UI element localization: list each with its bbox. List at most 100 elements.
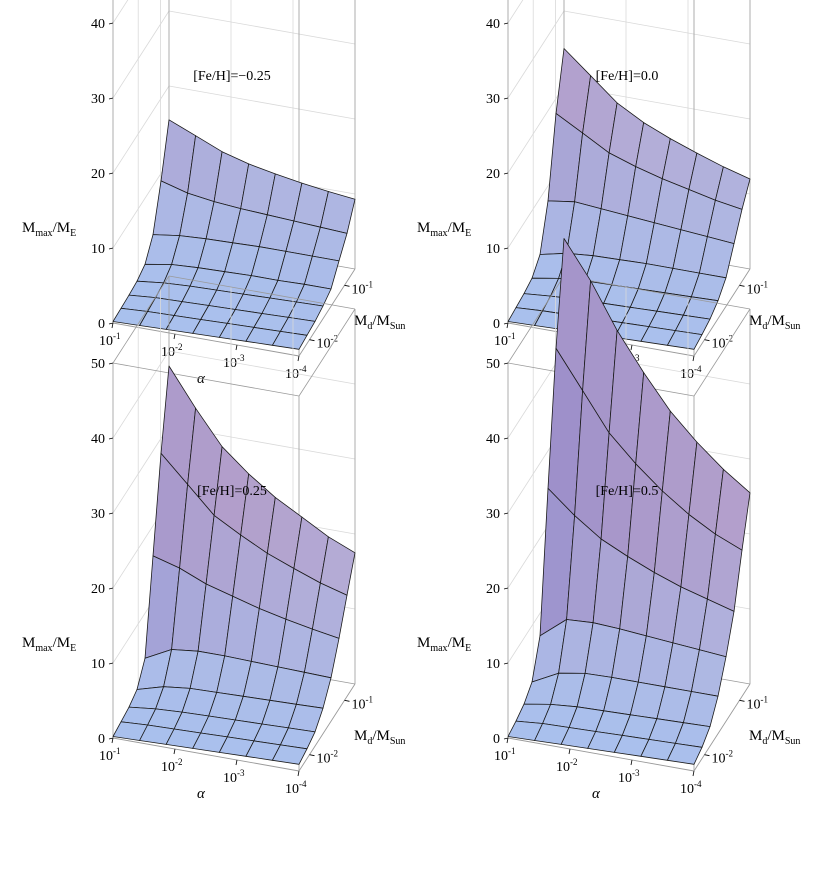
surface: [112, 119, 356, 350]
x-tick-mark: [235, 344, 238, 351]
z-tick-label: 20: [486, 167, 500, 182]
x-tick-mark: [297, 770, 300, 777]
x-tick-mark: [173, 748, 176, 755]
z-tick-mark: [108, 662, 114, 665]
z-tick-mark: [503, 737, 509, 740]
surface-patch: [271, 744, 308, 765]
z-axis-label: Mmax/ME: [22, 635, 76, 654]
y-tick-mark: [739, 699, 745, 702]
x-tick-mark: [235, 759, 238, 766]
x-tick-mark: [692, 770, 695, 777]
y-axis-label: Md/MSun: [749, 313, 800, 332]
back-gridline: [168, 10, 356, 45]
y-tick-label: 10-1: [352, 279, 374, 297]
z-tick-mark: [503, 362, 509, 365]
y-tick-mark: [344, 284, 350, 287]
left-gridline: [112, 0, 129, 24]
x-axis: 10-110-210-310-4α: [494, 737, 702, 802]
y-tick-label: 10-2: [712, 334, 734, 352]
z-tick-label: 50: [91, 357, 105, 372]
z-tick-label: 10: [91, 242, 105, 257]
z-axis-label: Mmax/ME: [22, 220, 76, 239]
x-axis: 10-110-210-310-4α: [99, 322, 307, 387]
z-tick-mark: [108, 22, 114, 25]
x-tick-mark: [506, 737, 509, 744]
left-gridline: [112, 10, 170, 99]
z-tick-label: 0: [493, 317, 500, 332]
box-edge: [168, 275, 356, 310]
z-tick-mark: [503, 512, 509, 515]
y-tick-label: 10-2: [317, 749, 339, 767]
chart-title: [Fe/H]=−0.25: [193, 69, 271, 84]
z-tick-mark: [503, 97, 509, 100]
left-gridline: [507, 0, 524, 24]
y-axis: 10-2 10-1 Md/MSun: [309, 279, 405, 352]
z-tick-label: 40: [91, 432, 105, 447]
z-tick-label: 50: [486, 357, 500, 372]
left-gridline: [112, 85, 170, 174]
z-tick-label: 10: [91, 657, 105, 672]
z-tick-mark: [503, 662, 509, 665]
surface-plot-4: [Fe/H]=0.5 0 10 20 30 40 50 Mmax/ME 10-1 10-2 10-3…: [417, 238, 800, 802]
z-tick-label: 30: [91, 507, 105, 522]
y-tick-mark: [344, 699, 350, 702]
y-axis: 10-2 10-1 Md/MSun: [704, 694, 800, 767]
x-tick-label: 10-1: [494, 746, 516, 764]
surface-plot-1: [Fe/H]=−0.2501020304050Mmax/ME10-110-210…: [22, 0, 405, 387]
z-tick-label: 0: [493, 732, 500, 747]
y-tick-label: 10-1: [352, 694, 374, 712]
box-edge-front: [693, 268, 751, 357]
chart-title: [Fe/H]=0.0: [596, 69, 659, 84]
left-gridline: [112, 425, 170, 514]
panel-3: [Fe/H]=0.25 0 10 20 30 40 50 Mmax/ME 10-1 10-2 10-…: [0, 275, 405, 885]
x-tick-label: 10-3: [618, 768, 640, 786]
y-tick-label: 10-2: [317, 334, 339, 352]
box-edge: [563, 275, 751, 310]
x-tick-label: 10-3: [223, 353, 245, 371]
surface-patch: [666, 330, 703, 350]
back-gridline: [563, 10, 751, 45]
z-tick-mark: [503, 172, 509, 175]
x-tick-mark: [111, 322, 114, 329]
x-axis-label: α: [592, 786, 601, 802]
panel-4: [Fe/H]=0.5 0 10 20 30 40 50 Mmax/ME 10-1 10-2 10-3…: [395, 238, 800, 885]
y-axis: 10-2 10-1 Md/MSun: [704, 279, 800, 352]
box-edge-front: [507, 737, 695, 772]
z-tick-label: 20: [486, 582, 500, 597]
x-tick-mark: [173, 333, 176, 340]
x-tick-mark: [506, 322, 509, 329]
z-tick-mark: [108, 362, 114, 365]
box-edge-front: [298, 268, 356, 357]
box-edge-front: [693, 683, 751, 772]
chart-title: [Fe/H]=0.5: [596, 484, 659, 499]
y-tick-mark: [309, 339, 315, 342]
z-tick-mark: [503, 322, 509, 325]
box-edge: [693, 308, 751, 397]
surface: [507, 238, 751, 765]
left-gridline: [112, 160, 170, 249]
x-tick-label: 10-1: [99, 746, 121, 764]
back-gridline: [168, 350, 356, 385]
y-tick-label: 10-1: [747, 279, 769, 297]
z-tick-label: 40: [91, 17, 105, 32]
left-gridline: [507, 85, 565, 174]
z-tick-label: 10: [486, 657, 500, 672]
x-tick-mark: [297, 355, 300, 362]
z-tick-mark: [503, 587, 509, 590]
x-tick-label: 10-4: [680, 364, 702, 382]
surface-patch: [271, 330, 308, 350]
figure: [Fe/H]=−0.2501020304050Mmax/ME10-110-210…: [22, 0, 800, 802]
z-tick-label: 10: [486, 242, 500, 257]
surface: [507, 48, 751, 350]
surface: [112, 365, 356, 765]
y-tick-mark: [309, 754, 315, 757]
x-axis: 10-110-210-310-4α: [99, 737, 307, 802]
z-tick-label: 0: [98, 317, 105, 332]
x-tick-label: 10-4: [285, 364, 307, 382]
y-axis-label: Md/MSun: [749, 728, 800, 747]
x-axis-label: α: [197, 786, 206, 802]
